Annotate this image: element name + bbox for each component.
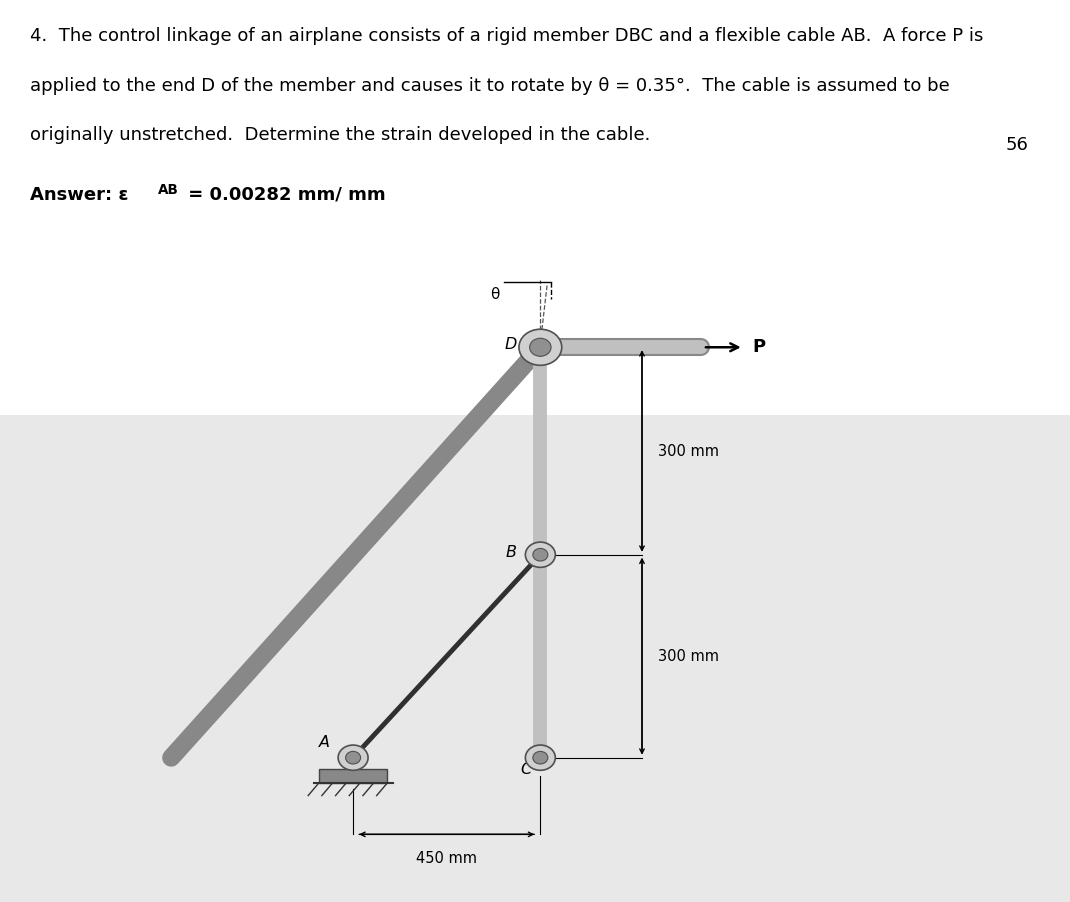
Bar (0, 415, 1070, 902)
Text: Answer: ε: Answer: ε (30, 186, 128, 204)
Circle shape (525, 542, 555, 567)
Bar (0, 0, 1070, 415)
Text: A: A (319, 735, 330, 750)
Text: D: D (504, 337, 517, 352)
Text: AB: AB (158, 183, 180, 198)
Text: 4.  The control linkage of an airplane consists of a rigid member DBC and a flex: 4. The control linkage of an airplane co… (30, 27, 983, 45)
Text: P: P (752, 338, 765, 356)
Text: θ: θ (490, 287, 500, 302)
Text: 450 mm: 450 mm (416, 851, 477, 866)
Circle shape (530, 338, 551, 356)
Text: 300 mm: 300 mm (658, 444, 719, 458)
Bar (319, 769, 387, 783)
Circle shape (533, 751, 548, 764)
Circle shape (525, 745, 555, 770)
Circle shape (338, 745, 368, 770)
Text: 300 mm: 300 mm (658, 649, 719, 664)
Text: B: B (506, 545, 517, 559)
Text: C: C (521, 762, 532, 778)
Circle shape (346, 751, 361, 764)
Circle shape (519, 329, 562, 365)
Text: applied to the end D of the member and causes it to rotate by θ = 0.35°.  The ca: applied to the end D of the member and c… (30, 77, 950, 95)
Circle shape (533, 548, 548, 561)
Text: = 0.00282 mm/ mm: = 0.00282 mm/ mm (182, 186, 385, 204)
Text: 56: 56 (1006, 136, 1028, 154)
Text: originally unstretched.  Determine the strain developed in the cable.: originally unstretched. Determine the st… (30, 126, 651, 144)
